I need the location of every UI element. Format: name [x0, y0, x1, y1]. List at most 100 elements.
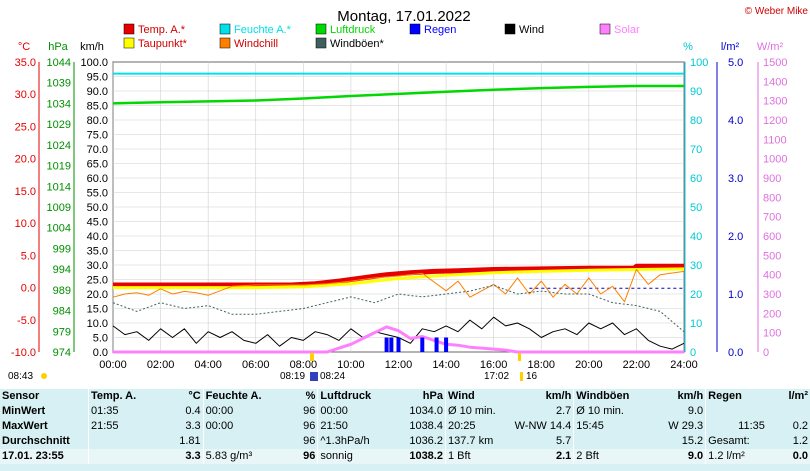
table-row: 17.01. 23:55 3.3 5.83 g/m³ 96 sonnig 103…: [0, 449, 810, 464]
y-tick-label-solar: 200: [763, 308, 781, 320]
y-tick-label-wind: 55.0: [87, 188, 108, 200]
header-rain: Regen: [705, 389, 772, 404]
wind-direction: W-NW: [514, 420, 547, 432]
wind-value: 2.7: [556, 405, 572, 417]
wind-value-cell: 5.7: [508, 434, 574, 449]
x-tick-label: 14:00: [432, 359, 460, 371]
table-row: Durchschnitt 1.81 96 ^1.3hPa/h 1036.2 13…: [0, 434, 810, 449]
y-tick-label-solar: 1500: [763, 57, 787, 69]
x-tick-label: 00:00: [99, 359, 127, 371]
y-tick-label-wind: 0.0: [93, 347, 108, 359]
x-tick-label: 20:00: [575, 359, 603, 371]
legend-swatch: [219, 23, 231, 35]
gust-value: 15.2: [681, 435, 704, 447]
gust-info: 2 Bft: [573, 449, 637, 464]
row-label: MaxWert: [2, 420, 48, 432]
row-label: MinWert: [2, 405, 46, 417]
y-tick-label-pressure: 1034: [47, 98, 71, 110]
time-marker-label: 08:19: [280, 371, 305, 382]
y-tick-label-solar: 100: [763, 328, 781, 340]
y-tick-label-rain: 1.0: [728, 289, 743, 301]
y-tick-label-temp: 35.0: [15, 57, 36, 69]
time-markers: 08:43 08:19 08:24 17:02 16: [8, 353, 538, 382]
moonset-marker-icon: [520, 372, 523, 381]
y-tick-label-wind: 100.0: [80, 57, 108, 69]
y-tick-label-solar: 1200: [763, 115, 787, 127]
header-gusts: Windböen: [573, 389, 637, 404]
gust-value-cell: 15.2: [637, 434, 706, 449]
y-tick-label-wind: 10.0: [87, 318, 108, 330]
weather-chart: Montag, 17.01.2022 © Weber Mike Temp. A.…: [8, 6, 809, 382]
legend-swatch: [315, 37, 327, 49]
table-row: MinWert 01:35 0.4 00:00 96 00:00 1034.0 …: [0, 404, 810, 419]
copyright-text[interactable]: © Weber Mike: [745, 6, 809, 17]
y-tick-label-rain: 2.0: [728, 231, 743, 243]
rain-info-cell: 1.2 l/m²: [705, 449, 772, 464]
legend-label: Wind: [519, 24, 544, 36]
series-line-solar: [113, 325, 684, 354]
humidity-time: [202, 434, 275, 449]
table-row: MaxWert 21:55 3.3 00:00 96 21:50 1038.4 …: [0, 419, 810, 434]
legend-label: Regen: [424, 24, 456, 36]
time-marker-label: 08:24: [320, 371, 345, 382]
y-axis-label-temp: °C: [18, 41, 30, 53]
x-tick-label: 18:00: [527, 359, 555, 371]
rain-value: 1.2: [792, 435, 808, 447]
y-tick-label-wind: 70.0: [87, 144, 108, 156]
y-tick-label-solar: 500: [763, 250, 781, 262]
y-tick-label-wind: 20.0: [87, 289, 108, 301]
time-marker-label: 08:43: [8, 371, 33, 382]
legend-swatch: [123, 23, 135, 35]
wind-info: 20:25: [444, 419, 509, 434]
header-sensor: Sensor: [2, 390, 40, 402]
summary-table: Sensor Temp. A. °C Feuchte A. % Luftdruc…: [0, 389, 810, 471]
y-tick-label-humidity: 70: [690, 144, 702, 156]
y-tick-label-temp: 25.0: [15, 121, 36, 133]
rain-info: 1.2 l/m²: [708, 450, 745, 462]
wind-info: 1 Bft: [444, 449, 509, 464]
legend-label: Luftdruck: [330, 24, 376, 36]
series-line-pressure: [112, 84, 684, 105]
header-gusts-unit: km/h: [677, 390, 704, 402]
rain-bar: [384, 337, 389, 352]
humidity-time: 00:00: [202, 419, 275, 434]
y-axis-label-wind: km/h: [80, 41, 104, 53]
temp-value: 3.3: [185, 420, 201, 432]
y-tick-label-solar: 300: [763, 289, 781, 301]
y-tick-label-pressure: 1009: [47, 202, 71, 214]
y-tick-label-wind: 85.0: [87, 101, 108, 113]
rain-bar: [396, 337, 401, 352]
y-tick-label-wind: 65.0: [87, 159, 108, 171]
y-tick-label-pressure: 989: [53, 285, 71, 297]
pressure-value: 1038.2: [393, 449, 446, 464]
x-tick-label: 02:00: [147, 359, 175, 371]
header-temp-unit: °C: [188, 390, 201, 402]
legend-swatch: [315, 23, 327, 35]
y-tick-label-humidity: 100: [690, 57, 708, 69]
chart-legend: Temp. A.* Feuchte A.* Luftdruck Regen Wind So…: [123, 23, 640, 50]
row-label: Durchschnitt: [2, 435, 70, 447]
y-tick-label-humidity: 0: [690, 347, 696, 359]
y-tick-label-wind: 45.0: [87, 217, 108, 229]
y-tick-label-rain: 3.0: [728, 173, 743, 185]
y-tick-label-humidity: 50: [690, 202, 702, 214]
y-tick-label-wind: 75.0: [87, 130, 108, 142]
y-axis-label-rain: l/m²: [721, 41, 740, 53]
y-tick-label-solar: 1100: [763, 134, 787, 146]
gust-info: 15:45: [573, 419, 637, 434]
legend-label: Solar: [614, 24, 640, 36]
pressure-value: 1036.2: [409, 435, 443, 447]
humidity-value: 96: [303, 405, 316, 417]
y-tick-label-solar: 700: [763, 212, 781, 224]
header-rain-unit: l/m²: [788, 390, 808, 402]
y-tick-label-wind: 90.0: [87, 86, 108, 98]
legend-label: Taupunkt*: [138, 38, 188, 50]
temp-value: 1.81: [179, 435, 201, 447]
y-tick-label-temp: 30.0: [15, 89, 36, 101]
gust-direction: W: [668, 420, 679, 432]
sun-icon: [41, 373, 47, 379]
y-tick-label-pressure: 1024: [47, 140, 71, 152]
chart-title: Montag, 17.01.2022: [337, 8, 470, 25]
legend-swatch: [504, 23, 516, 35]
